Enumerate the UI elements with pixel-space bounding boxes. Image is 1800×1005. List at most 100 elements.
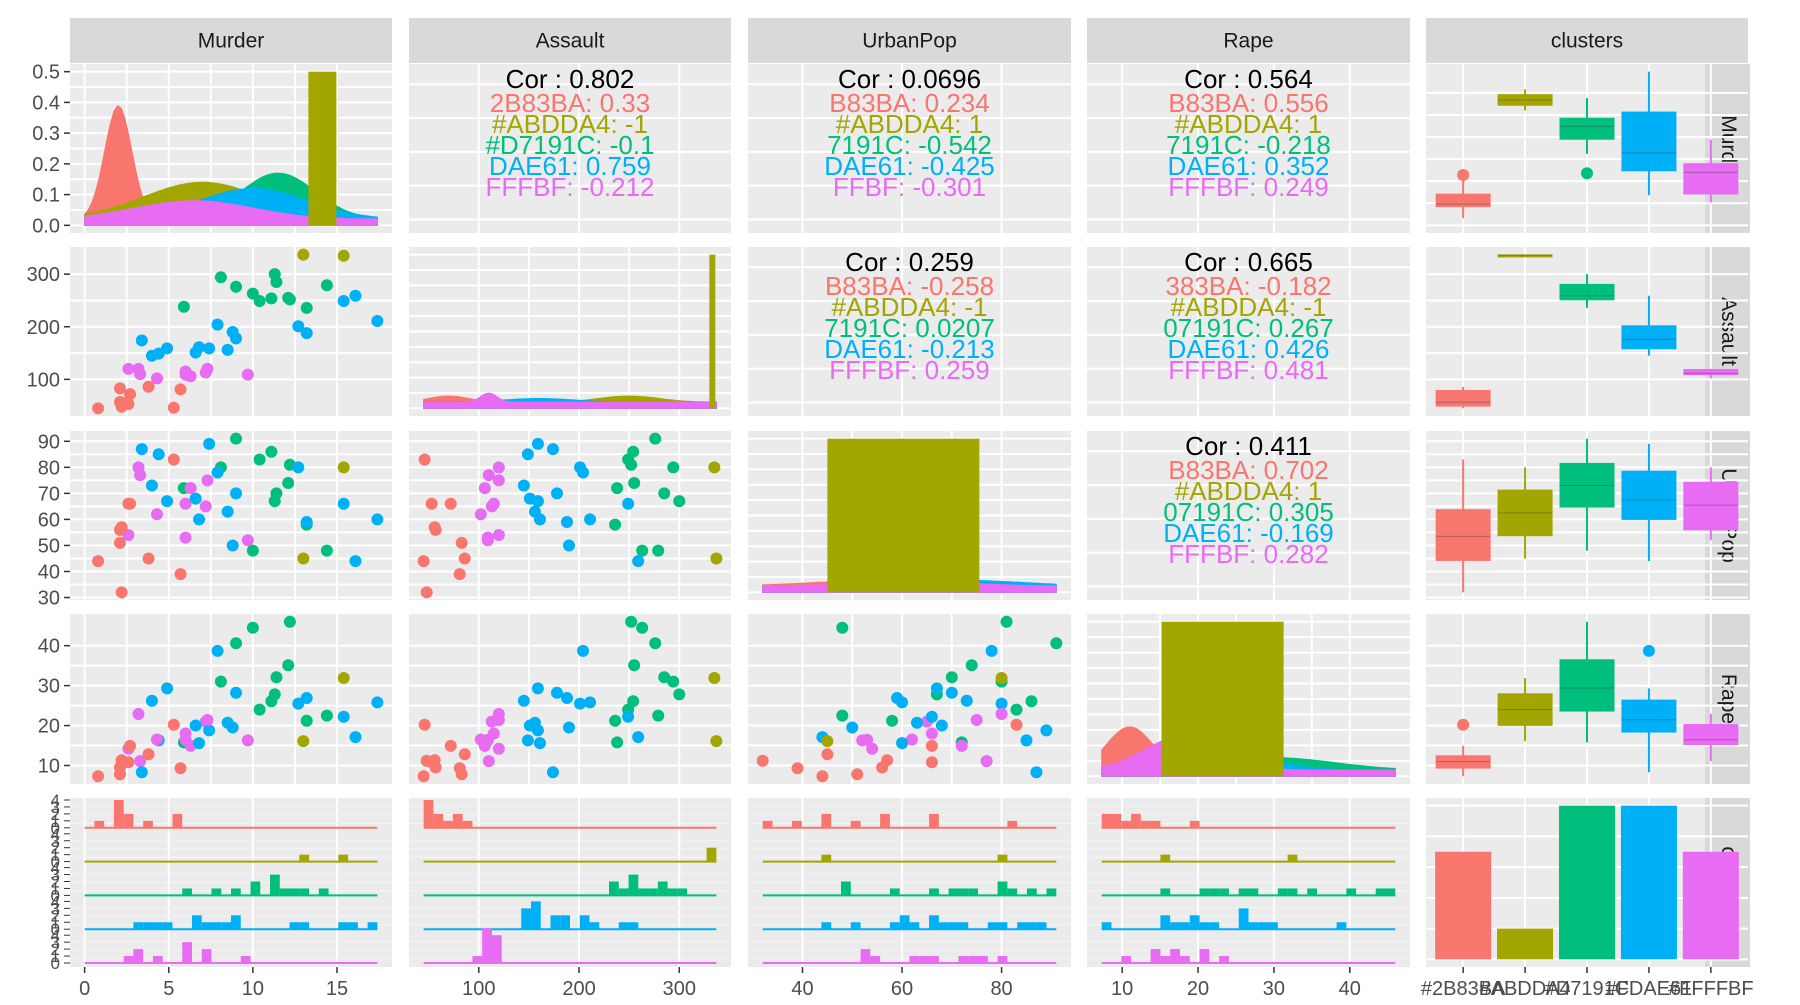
scatter-point (482, 755, 495, 768)
scatter-point (300, 327, 313, 340)
scatter-point (297, 552, 310, 565)
scatter-point (214, 271, 227, 284)
column-strip-label: Assault (536, 30, 605, 53)
scatter-point (417, 555, 430, 568)
correlation-group: #ABDDA4: 1 (1175, 476, 1322, 506)
correlation-group: B83BA: -0.258 (825, 271, 994, 301)
scatter-point (113, 382, 126, 395)
hist-bar (250, 881, 261, 896)
hist-bar (560, 915, 570, 930)
scatter-point (417, 770, 430, 783)
hist-bar (1170, 922, 1180, 930)
box-body (1683, 163, 1739, 195)
scatter-point (636, 544, 649, 557)
scatter-point (667, 675, 680, 688)
hist-bar (677, 888, 688, 896)
scatter-point (886, 714, 899, 727)
x-tick-label: #FFFFBF (1668, 978, 1754, 1000)
correlation-group: FFBF: -0.301 (833, 172, 986, 202)
y-tick-label: 1 (51, 947, 60, 966)
hist-bar (1307, 888, 1318, 896)
scatter-point (560, 692, 573, 705)
scatter-point (167, 401, 180, 414)
hist-bar (279, 888, 290, 896)
scatter-point (320, 544, 333, 557)
scatter-point (135, 766, 148, 779)
correlation-group: 7191C: -0.218 (1166, 130, 1331, 160)
scatter-point (492, 474, 505, 487)
hist-bar (143, 820, 153, 828)
y-tick-label: 0.3 (32, 123, 60, 145)
hist-bar (240, 956, 251, 963)
hist-bar (1268, 922, 1278, 930)
hist-bar (968, 888, 979, 896)
scatter-point (444, 739, 457, 752)
hist-bar (1375, 888, 1386, 896)
scatter-point (960, 694, 973, 707)
scatter-point (955, 739, 968, 752)
x-tick-label: #2B83BA (1421, 978, 1506, 1000)
scatter-point (320, 279, 333, 292)
hist-bar (638, 888, 649, 896)
x-tick-label: #ABDDA4 (1479, 978, 1570, 1000)
hist-bar (648, 888, 658, 896)
hist-bar (1248, 888, 1259, 896)
y-tick-label: 70 (38, 483, 60, 505)
correlation-group: DAE61: -0.425 (824, 151, 995, 181)
panel-background (1087, 431, 1410, 600)
hist-bar (1121, 956, 1132, 963)
hist-bar (1111, 813, 1122, 828)
hist-bar (152, 922, 163, 930)
scatter-point (673, 688, 686, 701)
scatter-point (821, 735, 834, 748)
scatter-point (945, 686, 958, 699)
scatter-point (152, 448, 165, 461)
scatter-point (300, 714, 313, 727)
scatter-point (161, 495, 174, 508)
x-tick-label: 80 (990, 978, 1012, 1000)
hist-bar (143, 922, 153, 930)
scatter-point (708, 672, 721, 685)
hist-bar (123, 813, 134, 828)
column-strip (748, 18, 1071, 63)
correlation-group: 7191C: 0.0207 (824, 313, 995, 343)
hist-bar (821, 922, 832, 930)
scatter-point (627, 695, 640, 708)
x-tick-label: 40 (1339, 978, 1361, 1000)
y-tick-label: 0.1 (32, 185, 60, 207)
scatter-point (135, 443, 148, 456)
hist-bar (889, 888, 900, 896)
scatter-point (995, 707, 1008, 720)
scatter-point (211, 466, 224, 479)
scatter-point (167, 453, 180, 466)
scatter-point (453, 762, 466, 775)
scatter-point (92, 402, 105, 415)
scatter-point (150, 372, 163, 385)
scatter-point (122, 398, 135, 411)
scatter-point (425, 497, 438, 510)
correlation-group: DAE61: 0.426 (1168, 334, 1330, 364)
hist-bar (929, 956, 939, 963)
correlation-group: FFFBF: 0.282 (1168, 539, 1328, 569)
hist-bar (850, 922, 861, 930)
scatter-point (453, 568, 466, 581)
scatter-point (896, 737, 909, 750)
scatter-point (122, 497, 135, 510)
scatter-point (925, 756, 938, 769)
box-body (1497, 94, 1553, 106)
scatter-point (995, 672, 1008, 685)
hist-bar (521, 908, 531, 930)
scatter-point (521, 448, 534, 461)
hist-bar (1258, 922, 1269, 930)
column-strip (1426, 18, 1748, 63)
scatter-point (905, 733, 918, 746)
scatter-point (577, 644, 590, 657)
y-tick-label: 2 (51, 873, 60, 892)
box-body (1497, 693, 1553, 726)
box-body (1683, 481, 1739, 531)
scatter-point (292, 697, 305, 710)
scatter-point (492, 707, 505, 720)
hist-bar (667, 888, 678, 896)
hist-bar (889, 922, 900, 930)
